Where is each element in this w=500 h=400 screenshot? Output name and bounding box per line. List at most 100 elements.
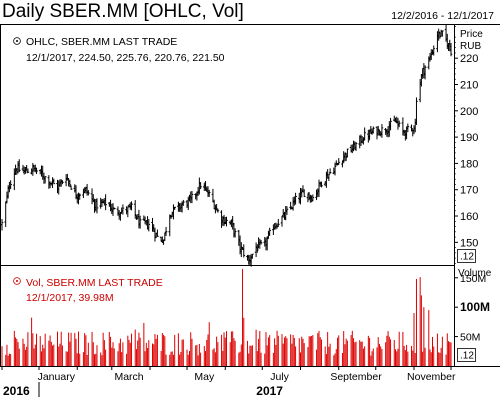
price-tick-label: 190 [460,132,478,144]
volume-legend-series: Vol, SBER.MM LAST TRADE [26,277,163,289]
ohlc-bar [380,124,384,138]
ohlc-bar [207,189,211,197]
ohlc-bar [363,127,366,141]
ohlc-bar [354,142,358,151]
volume-badge-box [457,348,476,362]
volume-badge: .12 [457,348,476,362]
month-label: September [330,371,382,383]
month-label: January [38,371,76,383]
ohlc-bar [406,123,410,133]
ohlc-bar [87,190,90,196]
ohlc-bar [233,228,237,238]
ohlc-bar [251,253,254,259]
ohlc-bar [285,206,289,215]
ohlc-bar [371,126,375,134]
ohlc-bar [397,120,401,128]
price-tick-label: 160 [460,211,478,223]
ohlc-bar [302,189,306,198]
ohlc-bar [173,206,176,210]
ohlc-bar [277,218,280,227]
ohlc-bar [69,185,73,190]
ohlc-bar [4,201,8,228]
ohlc-bar [190,190,194,204]
year-label: 2016 [3,384,30,398]
time-axis: January March May July September November 2016… [1,366,456,398]
volume-tick-label: 50M [460,332,480,344]
ohlc-bar [182,199,185,206]
ohlc-bar [280,216,284,227]
price-axis-unit: RUB [460,41,481,52]
volume-badge-text: .12 [460,351,474,362]
ohlc-bar [225,216,228,227]
ohlc-bar [147,219,151,232]
ohlc-bar [272,224,275,236]
ohlc-bar [449,43,453,57]
volume-legend-values: 12/1/2017, 39.98M [26,292,114,304]
ohlc-bar [294,192,297,205]
ohlc-bar [311,194,315,202]
ohlc-bar [432,45,436,56]
ohlc-bar [164,226,168,236]
ohlc-bar [346,148,349,158]
ohlc-bar [104,194,107,211]
month-label: May [194,371,215,383]
legend-marker-icon [13,277,21,285]
volume-axis: 50M 100M 150M [454,273,490,344]
ohlc-bar [35,167,38,175]
volume-tick-label: 100M [460,300,490,314]
ohlc-bar [199,182,202,190]
ohlc-bar [156,229,159,237]
ohlc-bar [43,176,47,184]
year-label: 2017 [256,384,283,398]
legend-marker-dot [16,280,18,282]
ohlc-bar [78,193,82,200]
ohlc-bar [268,227,271,237]
chart-title: Daily SBER.MM [OHLC, Vol] [2,1,244,22]
ohlc-bar [337,158,341,166]
volume-legend: Vol, SBER.MM LAST TRADE 12/1/2017, 39.98… [13,277,163,304]
ohlc-bar [130,201,133,211]
ohlc-bar [441,30,444,37]
price-tick-label: 170 [460,185,478,197]
ohlc-bar [415,97,418,125]
month-label: July [270,371,289,383]
ohlc-bar [121,204,125,215]
price-tick-label: 220 [460,53,478,65]
ohlc-bar [112,207,116,210]
price-badge-text: .12 [460,252,474,263]
volume-tick-label: 150M [460,273,486,285]
date-range-label: 12/2/2016 - 12/1/2017 [391,10,494,22]
ohlc-bar [95,198,99,214]
price-badge: .12 [457,249,476,263]
price-tick-label: 200 [460,106,478,118]
price-tick-label: 150 [460,237,478,249]
ohlc-bar [0,218,4,231]
month-label: November [407,371,456,383]
volume-series [1,268,452,366]
ohlc-bar [259,239,263,245]
ohlc-bar [52,178,56,185]
price-tick-label: 210 [460,80,478,92]
ohlc-bar [242,244,246,258]
price-tick-label: 180 [460,158,478,170]
ohlc-bar [9,180,12,190]
price-axis: 150 160 170 180 190 200 210 220 [454,26,478,264]
ohlc-bar [328,168,332,174]
price-axis-title: Price [460,29,483,40]
ohlc-bar [17,159,21,173]
ohlc-bar [423,65,427,80]
price-badge-box [457,249,476,263]
price-legend-values: 12/1/2017, 224.50, 225.76, 220.76, 221.5… [26,52,225,64]
price-legend: OHLC, SBER.MM LAST TRADE 12/1/2017, 224.… [13,36,225,64]
ohlc-bar [216,208,220,213]
legend-marker-dot [16,40,18,42]
ohlc-bar [389,117,392,131]
month-label: March [114,371,143,383]
ohlc-bar [327,173,331,182]
ohlc-bar [437,28,440,41]
legend-marker-icon [13,37,21,45]
ohlc-series [0,24,453,267]
ohlc-bar [320,181,323,188]
